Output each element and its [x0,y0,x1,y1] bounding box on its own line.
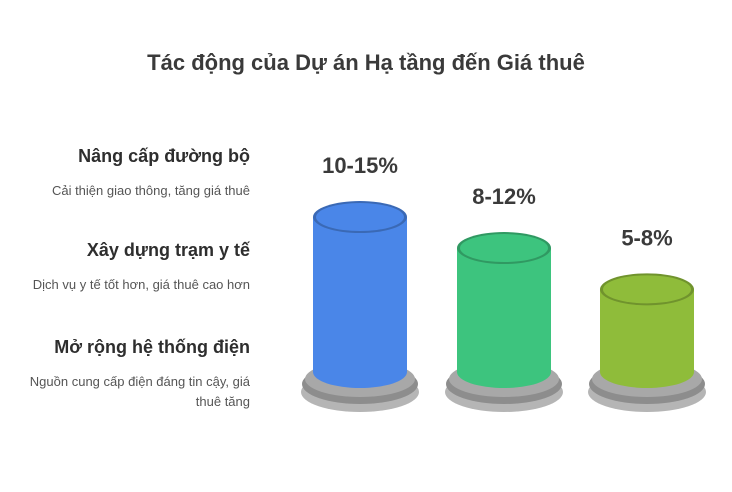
legend-name: Xây dựng trạm y tế [86,240,250,260]
cylinder-bar-0 [301,201,419,412]
chart-title: Tác động của Dự án Hạ tầng đến Giá thuê [147,50,585,75]
bar-top-face [460,234,548,263]
bar-top-face [316,203,404,232]
bar-value-label: 10-15% [322,153,398,178]
cylinder-bar-1 [445,232,563,412]
bar-body [457,248,551,388]
legend-description: Cải thiện giao thông, tăng giá thuê [51,183,250,198]
bar-top-face [603,275,691,304]
bar-body [600,289,694,388]
legend-item-road: Nâng cấp đường bộ Cải thiện giao thông, … [20,146,250,201]
legend-name: Nâng cấp đường bộ [78,146,250,166]
bar-value-label: 5-8% [621,225,672,250]
legend-description: Dịch vụ y tế tốt hơn, giá thuê cao hơn [32,277,250,292]
bar-value-label: 8-12% [472,184,536,209]
legend-description: Nguồn cung cấp điện đáng tin cậy, giá th… [29,374,250,409]
legend-item-power: Mở rộng hệ thống điện Nguồn cung cấp điệ… [20,337,250,412]
bar-body [313,217,407,388]
legend-name: Mở rộng hệ thống điện [54,337,250,357]
cylinder-bar-2 [588,273,706,412]
legend-item-health: Xây dựng trạm y tế Dịch vụ y tế tốt hơn,… [20,240,250,295]
